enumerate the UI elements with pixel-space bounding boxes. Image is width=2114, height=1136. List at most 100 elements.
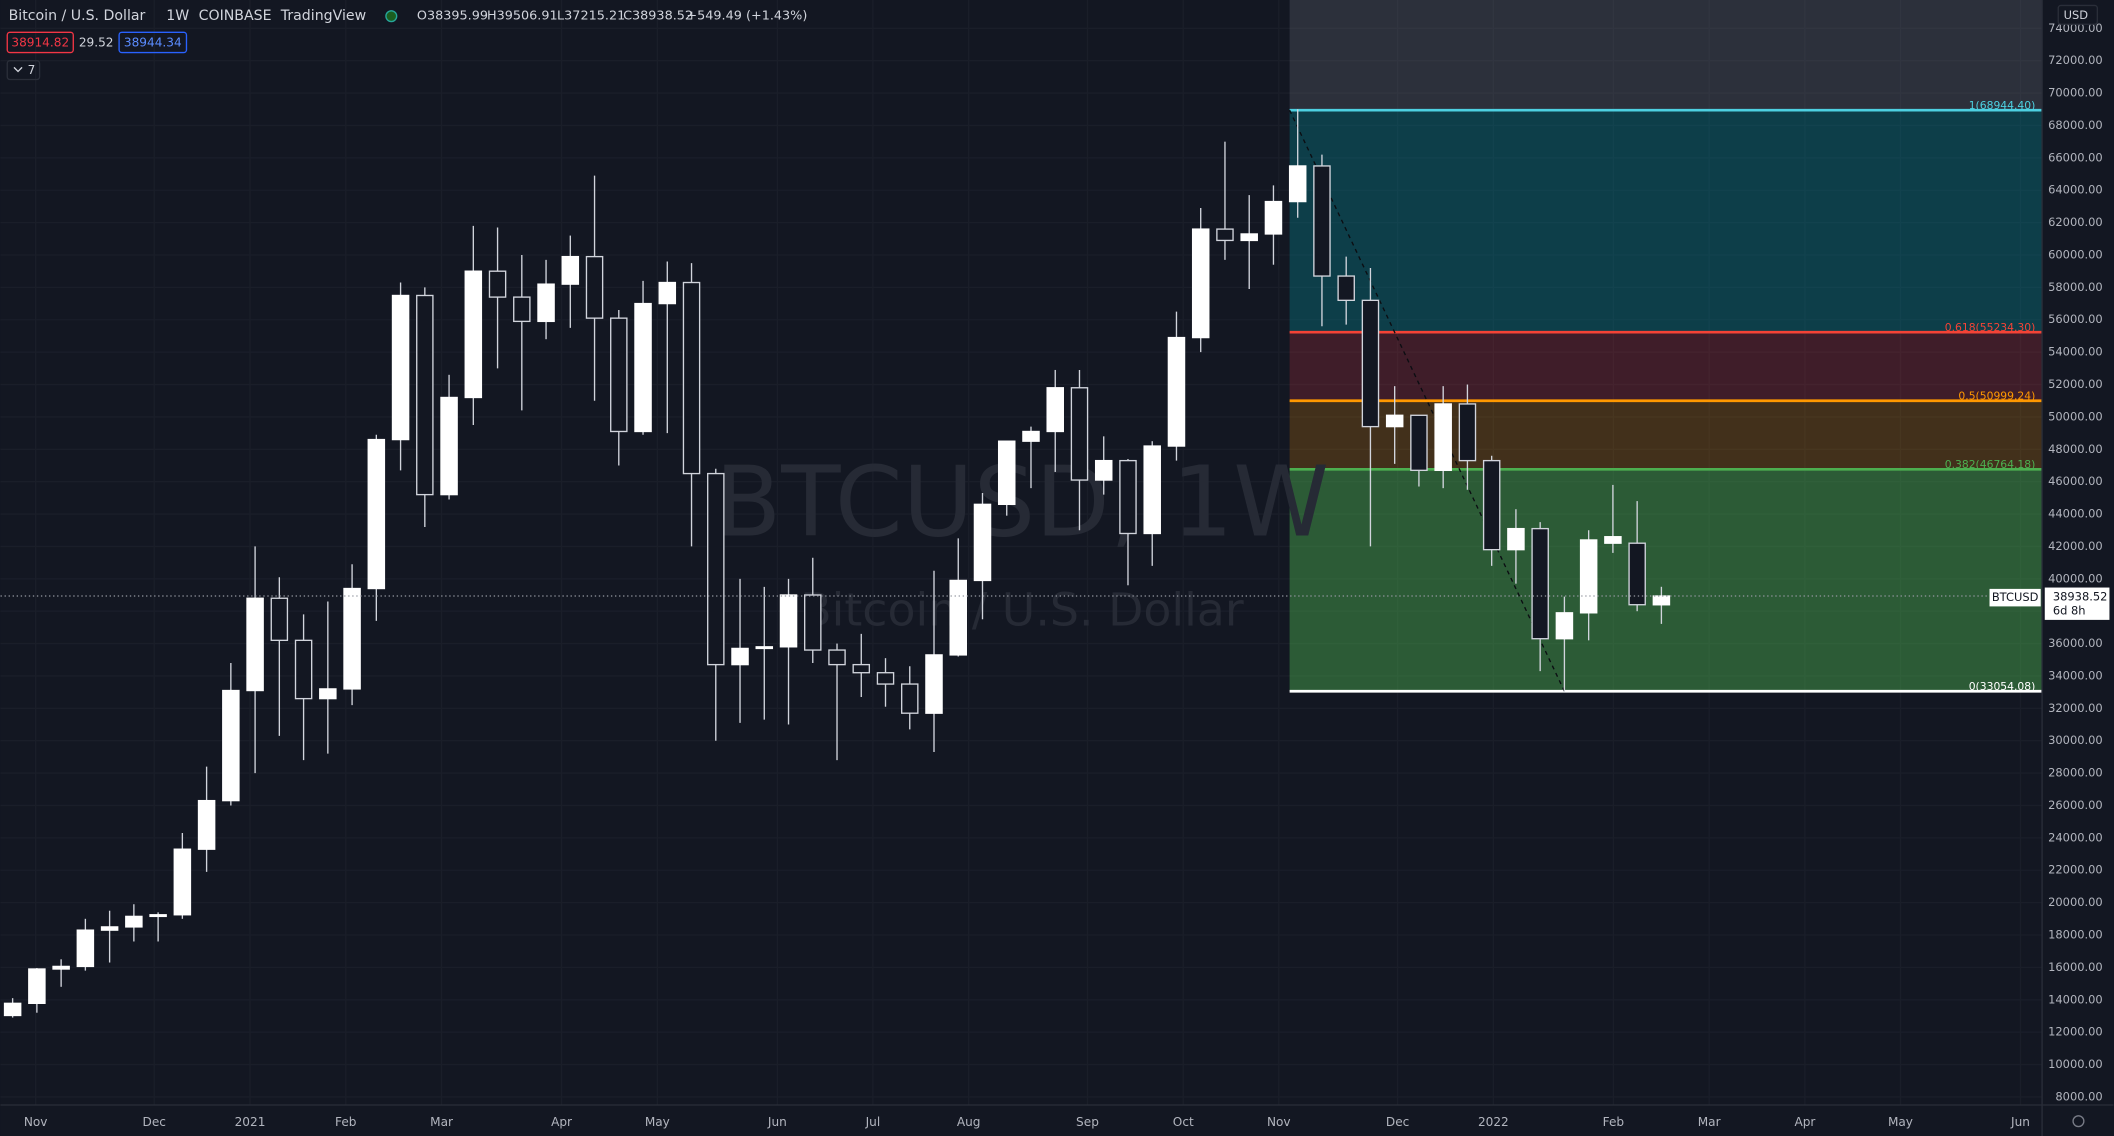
y-tick-label: 66000.00	[2048, 150, 2103, 164]
y-tick-label: 28000.00	[2048, 766, 2103, 780]
grid	[0, 0, 2043, 1106]
bid-box[interactable]	[6, 31, 74, 54]
currency[interactable]: USD	[2064, 8, 2089, 22]
candle-body	[804, 594, 822, 651]
y-tick-label: 50000.00	[2048, 409, 2103, 423]
x-tick-label: 2021	[235, 1115, 266, 1129]
ask[interactable]: 38944.34	[124, 36, 182, 50]
x-tick-label: Sep	[1076, 1115, 1099, 1129]
fib-band	[1289, 332, 2043, 401]
y-tick-label: 24000.00	[2048, 830, 2103, 844]
candle-body	[343, 587, 361, 690]
candle-body	[1579, 539, 1598, 614]
candle-body	[52, 965, 70, 970]
y-tick-label: 58000.00	[2048, 280, 2103, 294]
ohlc-close: C38938.52	[623, 9, 693, 24]
candle-body	[1046, 387, 1064, 433]
candle-body	[1094, 459, 1113, 481]
candle-body	[1361, 299, 1380, 428]
candle-body	[1482, 459, 1501, 551]
candle-body	[1652, 595, 1671, 606]
spread: 29.52	[79, 36, 114, 50]
x-tick-label: Apr	[551, 1115, 572, 1129]
x-tick-label: Feb	[1603, 1115, 1625, 1129]
chevron-icon	[13, 66, 23, 73]
x-tick-label: Nov	[1267, 1115, 1291, 1129]
fib-label: 0(33054.08)	[1969, 680, 2036, 693]
candle-body	[222, 689, 240, 802]
candle-body	[173, 848, 192, 916]
x-tick-label: May	[645, 1115, 670, 1129]
interval[interactable]: 1W	[166, 8, 189, 24]
candle-body	[1458, 403, 1477, 462]
candle-body	[149, 914, 167, 918]
price-tag-countdown: 6d 8h	[2053, 604, 2086, 618]
candle-body	[1070, 387, 1089, 481]
candle-body	[1628, 542, 1646, 606]
x-tick-label: Jul	[865, 1115, 881, 1129]
y-tick-label: 48000.00	[2048, 442, 2103, 456]
candle-body	[779, 594, 798, 648]
y-tick-label: 68000.00	[2048, 118, 2103, 132]
candle-body	[949, 579, 968, 656]
candle-body	[1143, 445, 1161, 535]
fib-trend-line	[1289, 109, 1566, 692]
candle-body	[1119, 459, 1137, 535]
y-tick-label: 32000.00	[2048, 701, 2103, 715]
candle-body	[246, 597, 264, 692]
x-tick-label: Oct	[1173, 1115, 1194, 1129]
ohlc-change: +549.49 (+1.43%)	[686, 9, 807, 24]
y-tick-label: 62000.00	[2048, 215, 2103, 229]
candle-body	[1191, 228, 1210, 339]
candle-body	[634, 302, 652, 433]
fib-retracement: 1(68944.40) 0.618(55234.30) 0.5(50999.24) 0…	[1289, 0, 2043, 693]
x-tick-label: May	[1888, 1115, 1913, 1129]
bid[interactable]: 38914.82	[11, 36, 69, 50]
watermark-subtitle: Bitcoin / U.S. Dollar	[800, 583, 1244, 637]
candle-body	[1507, 527, 1525, 551]
candle-body	[391, 294, 410, 441]
candle-body	[1313, 165, 1331, 277]
currency-button[interactable]	[2057, 4, 2098, 25]
fib-label: 1(68944.40)	[1969, 99, 2036, 112]
fib-band	[1289, 110, 2043, 333]
candle-body	[100, 926, 119, 931]
x-tick-label: Jun	[2010, 1115, 2030, 1129]
candle-body	[464, 270, 483, 399]
x-tick-label: Dec	[143, 1115, 166, 1129]
candle-body	[1531, 527, 1549, 640]
indicators-toggle[interactable]	[6, 59, 41, 81]
status-dot	[385, 10, 398, 23]
y-tick-label: 60000.00	[2048, 248, 2103, 262]
fib-band	[1289, 0, 2043, 111]
ohlc-open: O38395.99	[417, 9, 488, 24]
candle-body	[1288, 165, 1307, 203]
price-tag-symbol-box	[1989, 588, 2041, 607]
y-tick-label: 40000.00	[2048, 571, 2103, 585]
ask-box[interactable]	[118, 31, 188, 54]
candle-body	[488, 270, 507, 298]
y-tick-label: 72000.00	[2048, 53, 2103, 67]
y-tick-label: 36000.00	[2048, 636, 2103, 650]
candle-body	[270, 597, 289, 642]
x-tick-label: Feb	[335, 1115, 357, 1129]
y-tick-label: 30000.00	[2048, 733, 2103, 747]
candle-body	[1604, 536, 1622, 544]
indicator-count[interactable]: 7	[28, 63, 36, 77]
candle-body	[707, 472, 725, 666]
candle-body	[513, 296, 531, 323]
price-tag-price: 38938.52	[2053, 589, 2108, 603]
settings-icon[interactable]	[2072, 1115, 2085, 1128]
y-tick-label: 16000.00	[2048, 960, 2103, 974]
candle-body	[3, 1002, 22, 1017]
candle-body	[1216, 228, 1234, 242]
candle-body	[828, 649, 846, 666]
candle-body	[440, 396, 458, 496]
exchange: COINBASE	[199, 8, 272, 24]
y-tick-label: 44000.00	[2048, 507, 2103, 521]
x-tick-label: Dec	[1386, 1115, 1409, 1129]
candle-body	[731, 647, 749, 666]
candle-body	[319, 688, 337, 700]
